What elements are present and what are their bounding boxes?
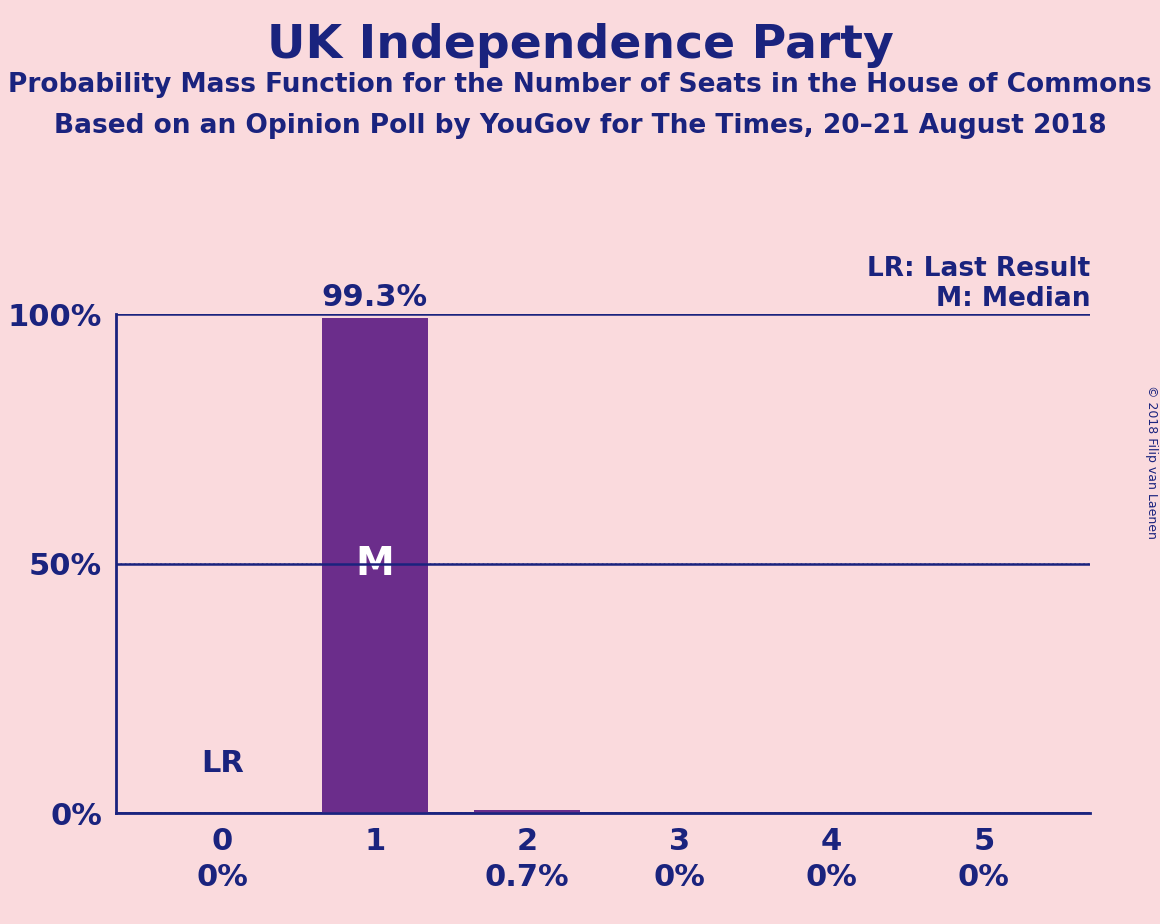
Text: LR: LR <box>201 749 244 778</box>
Text: 0%: 0% <box>653 863 705 892</box>
Text: 0%: 0% <box>197 863 248 892</box>
Text: 99.3%: 99.3% <box>321 283 428 311</box>
Bar <box>321 318 428 813</box>
Bar <box>473 809 580 813</box>
Text: 0%: 0% <box>806 863 857 892</box>
Text: LR: Last Result: LR: Last Result <box>868 256 1090 282</box>
Text: M: M <box>355 544 394 583</box>
Text: M: Median: M: Median <box>936 286 1090 311</box>
Text: Based on an Opinion Poll by YouGov for The Times, 20–21 August 2018: Based on an Opinion Poll by YouGov for T… <box>53 113 1107 139</box>
Text: UK Independence Party: UK Independence Party <box>267 23 893 68</box>
Text: 0.7%: 0.7% <box>485 863 570 892</box>
Text: 0%: 0% <box>958 863 1009 892</box>
Text: Probability Mass Function for the Number of Seats in the House of Commons: Probability Mass Function for the Number… <box>8 72 1152 98</box>
Text: © 2018 Filip van Laenen: © 2018 Filip van Laenen <box>1145 385 1159 539</box>
